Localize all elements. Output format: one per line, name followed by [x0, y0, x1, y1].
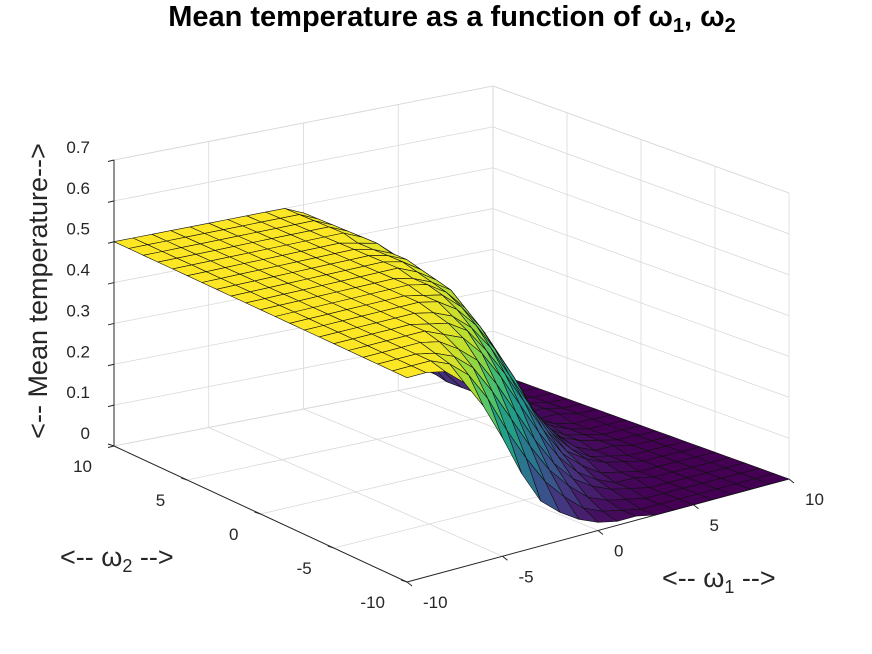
y-tick-mark — [107, 443, 115, 447]
z-tick-label: 0.3 — [66, 301, 90, 320]
z-tick-mark — [107, 322, 115, 326]
y-tick-label: 0 — [229, 525, 238, 544]
y-tick-mark — [181, 477, 188, 481]
x-tick-label: 10 — [805, 490, 824, 509]
side-wall-grid-line — [492, 167, 790, 276]
y-tick-label: 5 — [156, 491, 165, 510]
y-tick-label: -10 — [360, 593, 385, 612]
side-wall-grid-line — [492, 126, 790, 235]
x-tick-label: -5 — [519, 567, 534, 586]
y-tick-label: -5 — [297, 559, 312, 578]
z-tick-mark — [107, 159, 115, 162]
y-tick-labels: -10 -5 0 5 10 — [73, 457, 385, 612]
z-tick-label: 0.7 — [66, 138, 90, 157]
z-tick-label: 0.6 — [66, 179, 90, 198]
surface-patch — [391, 365, 427, 379]
z-tick-label: 0.1 — [66, 383, 90, 402]
x-tick-label: 5 — [710, 516, 719, 535]
y-tick-mark — [400, 579, 408, 583]
x-tick-labels: -10 -5 0 5 10 — [423, 490, 824, 612]
z-tick-mark — [107, 445, 115, 448]
back-wall-grid-line — [113, 126, 494, 202]
z-tick-label: 0.4 — [66, 261, 90, 280]
z-tick-mark — [107, 200, 115, 203]
surface-mesh — [113, 208, 790, 523]
x-tick-label: 0 — [614, 542, 623, 561]
x-axis-label: <-- ω1 --> — [662, 563, 776, 597]
y-tick-mark — [327, 545, 334, 549]
x-tick-mark — [597, 530, 604, 535]
z-tick-labels: 0 0.1 0.2 0.3 0.4 0.5 0.6 0.7 — [66, 138, 90, 443]
x-tick-mark — [693, 504, 699, 510]
side-wall-grid-line — [492, 208, 790, 316]
y-axis-label: <-- ω2 --> — [60, 542, 174, 576]
z-tick-label: 0.5 — [66, 220, 90, 239]
x-tick-label: -10 — [423, 593, 448, 612]
x-tick-mark — [502, 555, 508, 561]
side-wall-grid-line — [492, 289, 790, 398]
box-edge — [113, 85, 494, 161]
x-tick-mark — [788, 478, 795, 484]
y-tick-label: 10 — [73, 457, 92, 476]
x-tick-mark — [406, 581, 413, 587]
side-wall-grid-line — [492, 249, 790, 357]
back-wall-grid-line — [113, 371, 494, 447]
z-tick-mark — [107, 282, 115, 285]
z-axis-label: <-- Mean temperature--> — [23, 143, 53, 439]
z-tick-mark — [107, 404, 115, 408]
chart-title: Mean temperature as a function of ω1, ω2 — [168, 1, 736, 37]
z-tick-mark — [107, 363, 115, 367]
z-tick-label: 0.2 — [66, 342, 90, 361]
z-tick-label: 0 — [81, 424, 90, 443]
z-tick-mark — [107, 241, 115, 244]
box-edge — [492, 85, 790, 194]
side-wall-grid-line — [492, 330, 790, 439]
y-tick-mark — [254, 511, 261, 515]
